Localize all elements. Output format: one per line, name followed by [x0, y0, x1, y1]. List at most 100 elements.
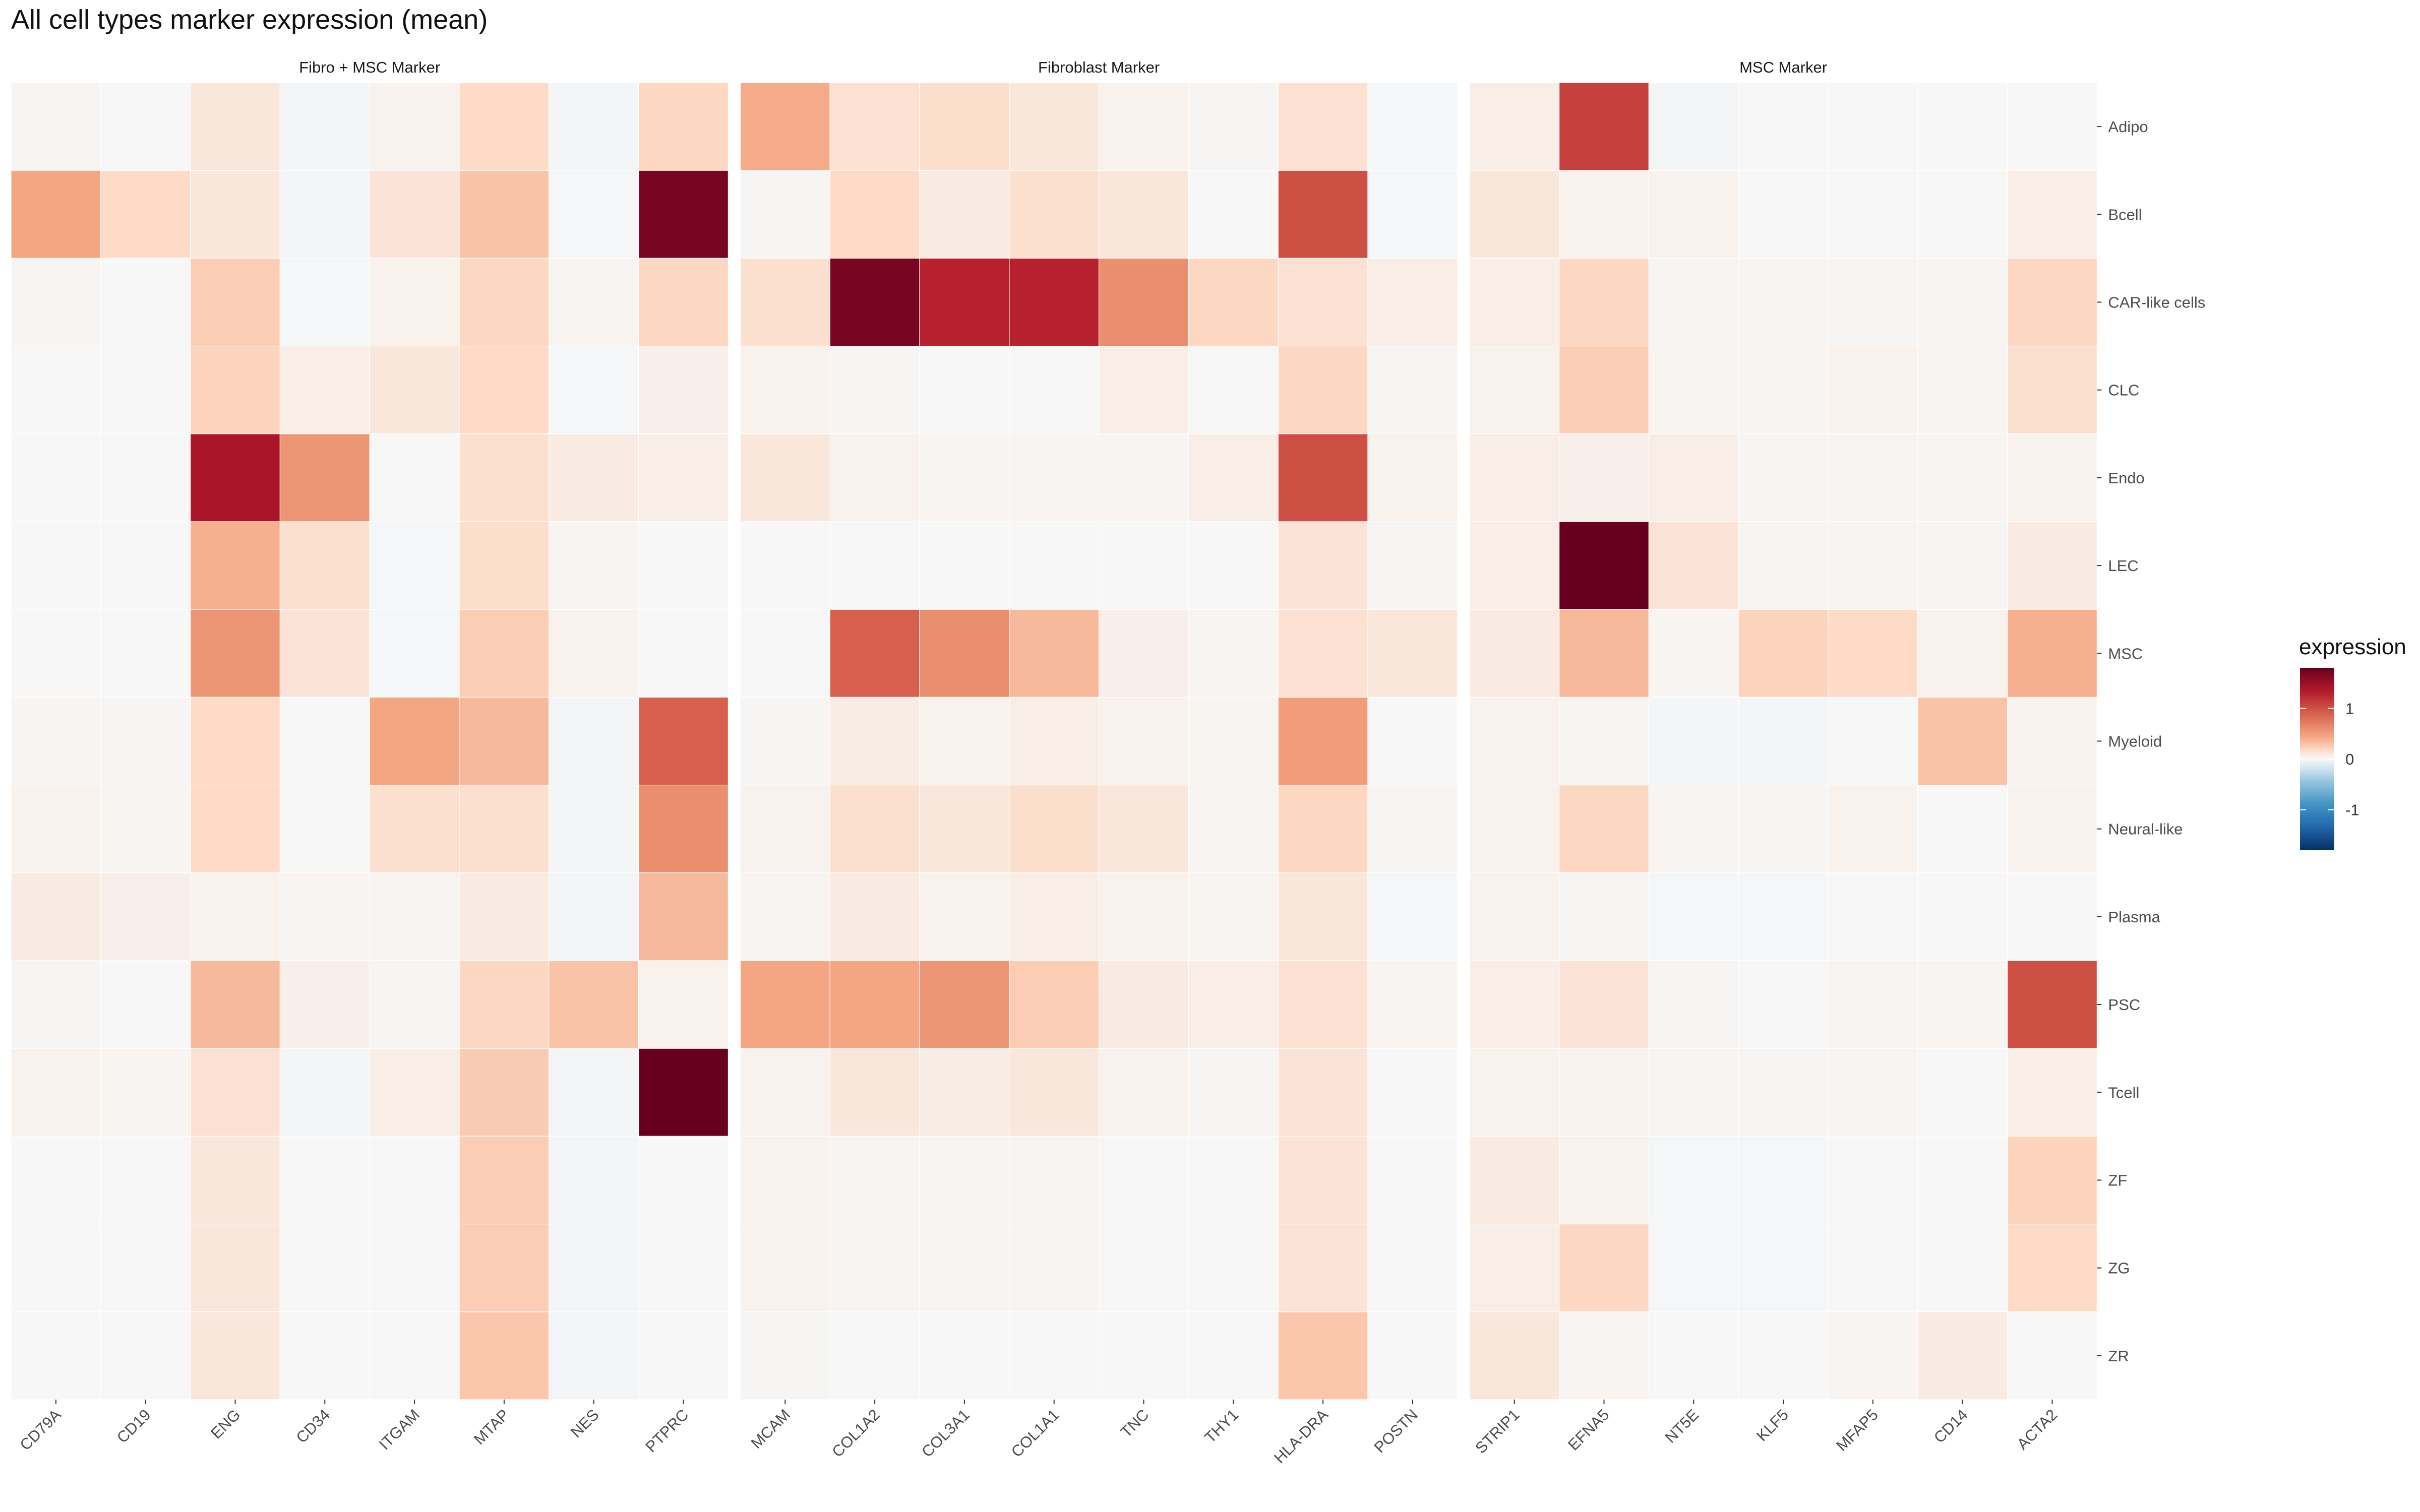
heatmap-cell	[1469, 1136, 1560, 1225]
column-label: HLA-DRA	[1270, 1406, 1332, 1467]
heatmap-cell	[11, 345, 101, 434]
heatmap-cell	[2007, 521, 2098, 610]
heatmap-cell	[2007, 258, 2098, 347]
heatmap-cell	[1917, 258, 2008, 347]
heatmap-cell	[740, 1224, 830, 1312]
heatmap-cell	[1278, 697, 1368, 786]
heatmap-cell	[100, 170, 191, 259]
heatmap-cell	[829, 521, 920, 610]
heatmap-cell	[1648, 784, 1739, 873]
heatmap-cell	[1367, 697, 1458, 786]
heatmap-cell	[638, 345, 729, 434]
heatmap-cell	[1648, 258, 1739, 347]
heatmap-cell	[279, 170, 370, 259]
heatmap-cell	[279, 345, 370, 434]
heatmap-cell	[1917, 960, 2008, 1049]
heatmap-cell	[549, 433, 639, 522]
heatmap-cell	[100, 1048, 191, 1137]
heatmap-cell	[2007, 872, 2098, 961]
heatmap-cell	[549, 1224, 639, 1312]
heatmap-cell	[1278, 433, 1368, 522]
heatmap-cell	[1738, 82, 1829, 171]
heatmap-cell	[459, 345, 550, 434]
heatmap-cell	[919, 1048, 1010, 1137]
row-label: ZF	[2108, 1172, 2127, 1189]
heatmap-cell	[279, 872, 370, 961]
heatmap-cell	[1559, 697, 1650, 786]
heatmap-cell	[919, 872, 1010, 961]
heatmap-cell	[1738, 433, 1829, 522]
heatmap-cell	[1648, 1224, 1739, 1312]
heatmap-cell	[1917, 1224, 2008, 1312]
heatmap-cell	[369, 170, 460, 259]
heatmap-cell	[740, 433, 830, 522]
heatmap-cell	[919, 521, 1010, 610]
heatmap-cell	[740, 82, 830, 171]
heatmap-cell	[1009, 258, 1100, 347]
row-label: PSC	[2108, 996, 2140, 1014]
heatmap-cell	[369, 784, 460, 873]
heatmap-cell	[1828, 609, 1918, 698]
column-label: CD34	[292, 1406, 333, 1446]
heatmap-cell	[279, 609, 370, 698]
heatmap-cell	[11, 697, 101, 786]
heatmap-cell	[1917, 170, 2008, 259]
heatmap-cell	[1188, 784, 1279, 873]
facet-label: Fibroblast Marker	[1038, 58, 1160, 76]
heatmap-cell	[1009, 433, 1100, 522]
heatmap-cell	[829, 170, 920, 259]
heatmap-cell	[1559, 960, 1650, 1049]
heatmap-cell	[1469, 258, 1560, 347]
heatmap-cell	[369, 1048, 460, 1137]
column-label: STRIP1	[1472, 1406, 1523, 1457]
legend: expression 1 0 -1	[2299, 635, 2406, 850]
heatmap-cell	[2007, 1311, 2098, 1400]
heatmap-cell	[1099, 1136, 1189, 1225]
heatmap-cell	[638, 1048, 729, 1137]
heatmap-cell	[1099, 697, 1189, 786]
heatmap-cell	[190, 258, 281, 347]
heatmap-cell	[740, 345, 830, 434]
heatmap-cell	[740, 1311, 830, 1400]
heatmap-cell	[2007, 1224, 2098, 1312]
column-label: NT5E	[1661, 1406, 1702, 1446]
heatmap-cell	[829, 697, 920, 786]
heatmap-cell	[919, 1136, 1010, 1225]
column-label: NES	[567, 1406, 602, 1441]
heatmap-cell	[829, 960, 920, 1049]
legend-tick-label: -1	[2345, 801, 2360, 819]
row-label: Tcell	[2108, 1084, 2139, 1101]
heatmap-cell	[1009, 697, 1100, 786]
heatmap-cell	[1469, 1224, 1560, 1312]
heatmap-cell	[549, 1311, 639, 1400]
heatmap-cell	[369, 1311, 460, 1400]
heatmap-cell	[1559, 170, 1650, 259]
heatmap-cell	[1559, 609, 1650, 698]
row-label: Myeloid	[2108, 733, 2162, 750]
heatmap-cell	[1738, 784, 1829, 873]
heatmap-cell	[100, 1224, 191, 1312]
heatmap-cell	[459, 433, 550, 522]
heatmap-cell	[459, 960, 550, 1049]
heatmap-cell	[1648, 1048, 1739, 1137]
heatmap-cell	[919, 697, 1010, 786]
heatmap-cell	[638, 784, 729, 873]
heatmap-cell	[549, 345, 639, 434]
heatmap-cell	[829, 872, 920, 961]
row-label: Adipo	[2108, 118, 2148, 136]
heatmap-cell	[1917, 1048, 2008, 1137]
heatmap-cell	[1738, 170, 1829, 259]
heatmap-cell	[1278, 960, 1368, 1049]
heatmap-cell	[1367, 1224, 1458, 1312]
heatmap-cell	[190, 609, 281, 698]
heatmap-cell	[1009, 872, 1100, 961]
heatmap-cell	[740, 521, 830, 610]
heatmap-cell	[459, 1224, 550, 1312]
column-label: MTAP	[470, 1406, 513, 1448]
heatmap-cell	[1009, 170, 1100, 259]
facet-label: MSC Marker	[1739, 58, 1827, 76]
heatmap-cell	[1559, 82, 1650, 171]
heatmap-cell	[1469, 1311, 1560, 1400]
row-label: ZG	[2108, 1259, 2130, 1277]
